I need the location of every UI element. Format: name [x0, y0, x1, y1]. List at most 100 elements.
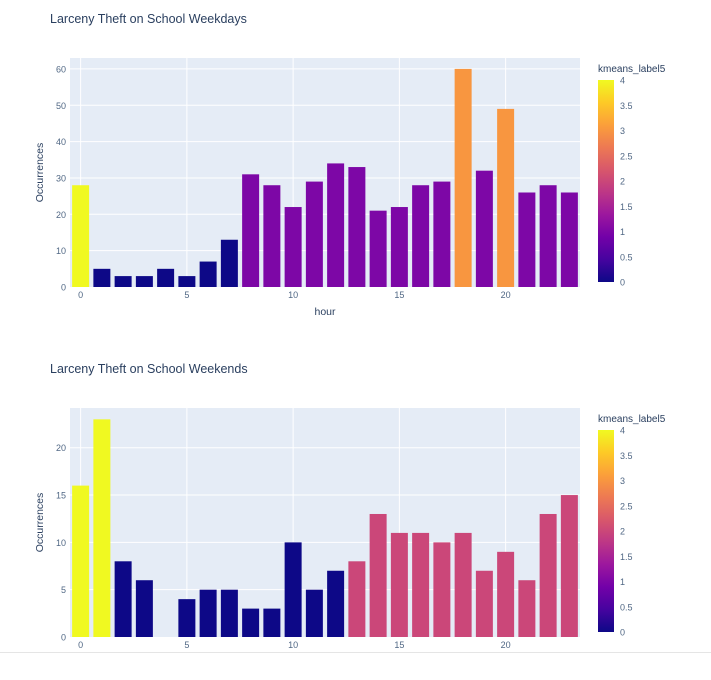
y-tick-label: 20	[56, 443, 66, 453]
bar[interactable]	[263, 185, 281, 287]
divider	[0, 652, 711, 653]
bar[interactable]	[327, 570, 345, 637]
bar[interactable]	[178, 276, 196, 287]
y-tick-label: 10	[56, 246, 66, 256]
bar[interactable]	[475, 170, 493, 287]
colorbar-title: kmeans_label5	[598, 64, 666, 75]
x-tick-label: 15	[394, 640, 404, 650]
bar[interactable]	[369, 210, 387, 287]
bar[interactable]	[327, 163, 345, 287]
bar[interactable]	[305, 589, 323, 637]
y-tick-label: 30	[56, 173, 66, 183]
bar[interactable]	[412, 532, 430, 637]
bar[interactable]	[242, 608, 260, 637]
colorbar-tick-label: 0.5	[620, 602, 633, 612]
x-tick-label: 5	[184, 290, 189, 300]
bar[interactable]	[454, 532, 472, 637]
bar[interactable]	[199, 261, 217, 287]
bar[interactable]	[220, 589, 238, 637]
x-tick-label: 10	[288, 640, 298, 650]
bar[interactable]	[178, 599, 196, 637]
bar[interactable]	[560, 192, 578, 287]
y-tick-label: 50	[56, 101, 66, 111]
colorbar-tick-label: 2	[620, 177, 625, 187]
bar[interactable]	[539, 185, 557, 287]
chart-title: Larceny Theft on School Weekdays	[50, 12, 247, 26]
chart-weekdays: Larceny Theft on School Weekdays 0 10 20 30…	[0, 0, 711, 330]
bar[interactable]	[263, 608, 281, 637]
bar[interactable]	[497, 551, 515, 637]
bar[interactable]	[72, 185, 90, 287]
colorbar-tick-label: 2	[620, 527, 625, 537]
bar[interactable]	[157, 268, 175, 287]
colorbar-tick-label: 1	[620, 577, 625, 587]
bar[interactable]	[348, 561, 366, 637]
y-tick-label: 40	[56, 137, 66, 147]
x-axis-title: hour	[314, 306, 336, 318]
bar[interactable]	[284, 207, 302, 287]
bar[interactable]	[284, 542, 302, 637]
plot-area	[70, 58, 580, 287]
bar[interactable]	[497, 108, 515, 287]
bar[interactable]	[454, 68, 472, 288]
colorbar-tick-label: 0	[620, 278, 625, 288]
colorbar-tick-label: 2.5	[620, 501, 633, 511]
y-axis-title: Occurrences	[34, 493, 46, 553]
bar[interactable]	[369, 513, 387, 637]
bar[interactable]	[475, 570, 493, 637]
y-tick-label: 0	[61, 283, 66, 293]
colorbar-tick-label: 0	[620, 628, 625, 638]
bar[interactable]	[539, 513, 557, 637]
colorbar-tick-label: 1.5	[620, 202, 633, 212]
chart-title: Larceny Theft on School Weekends	[50, 362, 248, 376]
x-tick-label: 15	[394, 290, 404, 300]
bar[interactable]	[390, 532, 408, 637]
colorbar-tick-label: 1.5	[620, 552, 633, 562]
colorbar	[598, 430, 614, 632]
y-tick-label: 0	[61, 633, 66, 643]
colorbar	[598, 80, 614, 282]
colorbar-tick-label: 3.5	[620, 451, 633, 461]
x-tick-label: 5	[184, 640, 189, 650]
y-axis-title: Occurrences	[34, 143, 46, 203]
colorbar-tick-label: 3	[620, 476, 625, 486]
y-tick-label: 5	[61, 585, 66, 595]
bar[interactable]	[518, 580, 536, 637]
colorbar-tick-label: 3	[620, 126, 625, 136]
bar[interactable]	[220, 239, 238, 287]
bar[interactable]	[114, 561, 132, 637]
colorbar-tick-label: 2.5	[620, 151, 633, 161]
y-tick-label: 20	[56, 210, 66, 220]
bar[interactable]	[135, 580, 153, 637]
y-tick-label: 15	[56, 491, 66, 501]
y-tick-label: 10	[56, 538, 66, 548]
bar[interactable]	[93, 268, 111, 287]
y-tick-label: 60	[56, 64, 66, 74]
bar[interactable]	[114, 276, 132, 287]
x-tick-label: 10	[288, 290, 298, 300]
bar[interactable]	[135, 276, 153, 287]
colorbar-tick-label: 4	[620, 426, 625, 436]
bar[interactable]	[242, 174, 260, 287]
colorbar-tick-label: 3.5	[620, 101, 633, 111]
bar[interactable]	[390, 207, 408, 287]
x-tick-label: 0	[78, 290, 83, 300]
colorbar-title: kmeans_label5	[598, 414, 666, 425]
plot-area	[70, 408, 580, 637]
x-tick-label: 20	[501, 640, 511, 650]
bar[interactable]	[433, 542, 451, 637]
bar[interactable]	[305, 181, 323, 287]
bar[interactable]	[412, 185, 430, 287]
bar[interactable]	[72, 485, 90, 637]
bar[interactable]	[560, 495, 578, 637]
bar[interactable]	[433, 181, 451, 287]
colorbar-tick-label: 4	[620, 76, 625, 86]
bar[interactable]	[93, 419, 111, 637]
bar[interactable]	[348, 167, 366, 287]
bar[interactable]	[199, 589, 217, 637]
colorbar-tick-label: 0.5	[620, 252, 633, 262]
x-tick-label: 0	[78, 640, 83, 650]
bar[interactable]	[518, 192, 536, 287]
